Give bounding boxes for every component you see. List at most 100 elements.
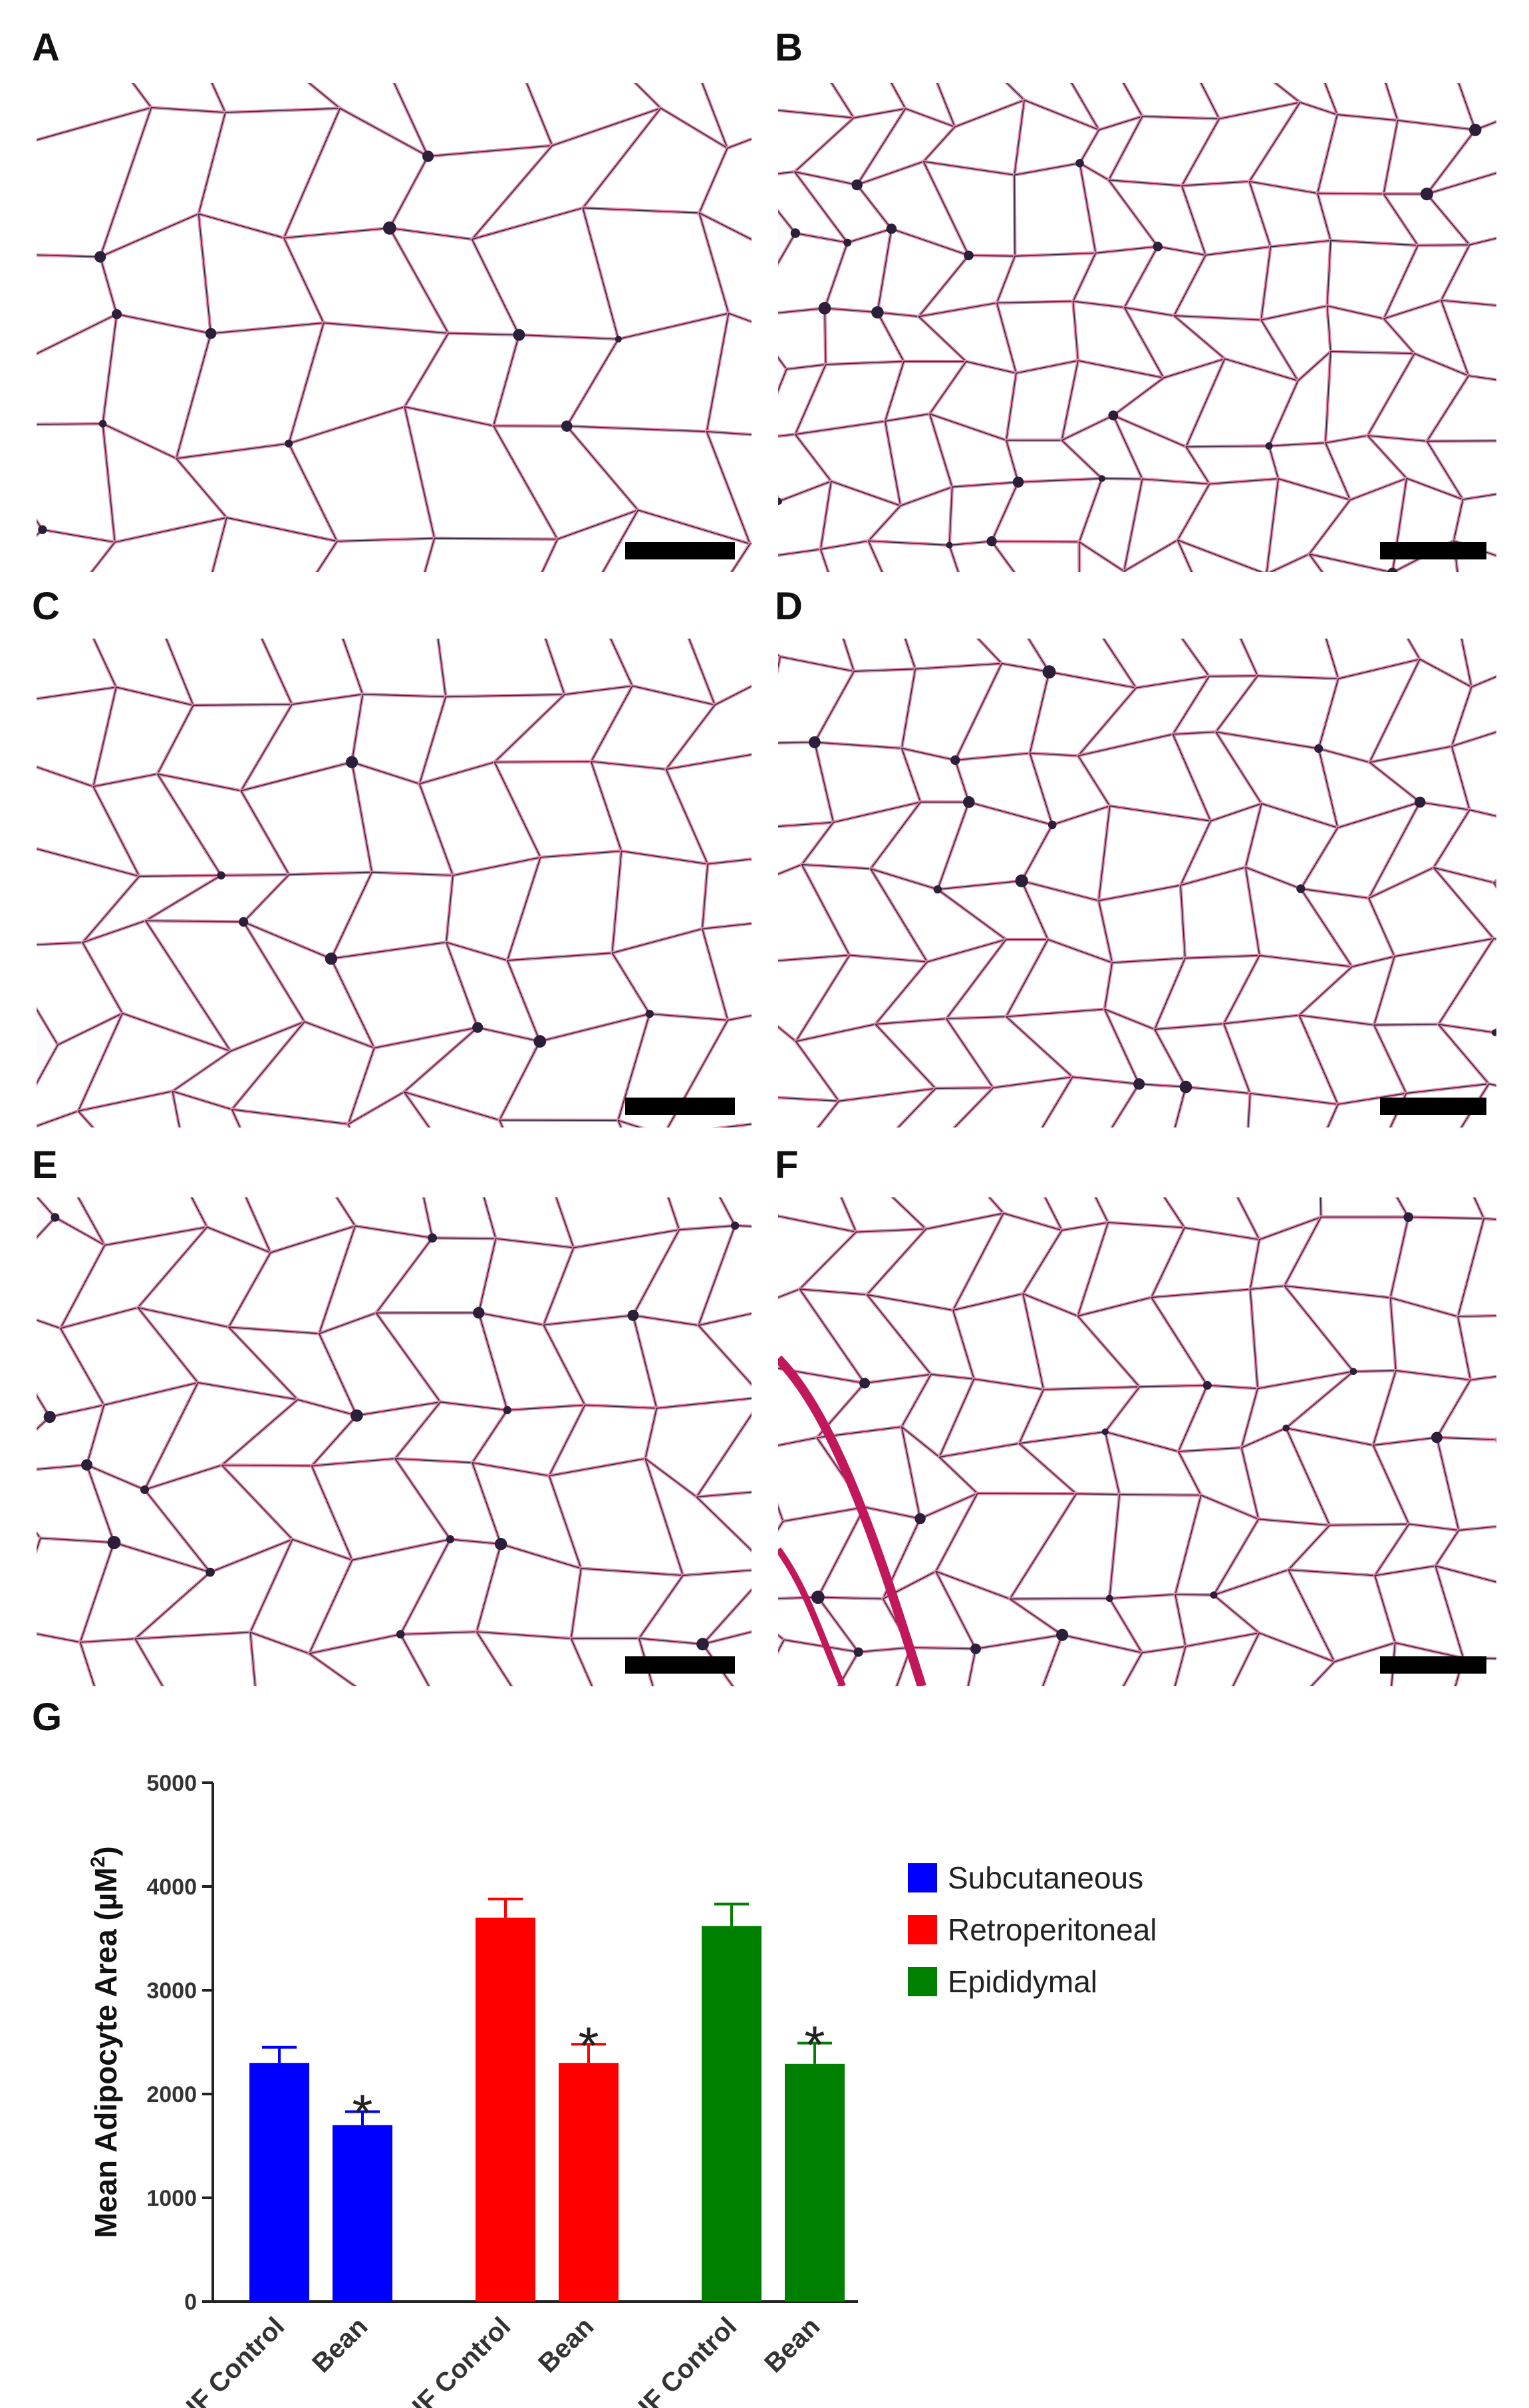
nucleus [950,755,960,765]
cell-membrane [778,1097,840,1128]
adipose-cells [37,83,752,572]
scale-bar-f [1380,1656,1486,1674]
cell-membrane [316,537,436,572]
cell-membrane [424,537,559,572]
cell-membrane [696,1414,752,1498]
cell-membrane [837,1646,912,1686]
nucleus [1179,1080,1192,1094]
nucleus [422,150,434,162]
category-label: HF Control [172,2312,290,2408]
scale-bar-a [625,542,735,559]
cell-membrane-pink [436,639,567,698]
cell-membrane [688,639,752,706]
nucleus [1403,1212,1413,1223]
micrograph-d-image [778,639,1496,1128]
y-tick-label: 3000 [146,1978,197,2004]
micrograph-f [778,1197,1496,1686]
scale-bar-d [1380,1098,1486,1115]
y-axis-label-text: Mean Adipocyte Area (µM [88,1867,123,2238]
nucleus [914,1513,926,1525]
nucleus [345,756,358,768]
micrograph-e [37,1197,752,1686]
cell-membrane [1042,1634,1143,1686]
panel-label-b: B [775,26,803,69]
cell-membrane [1269,553,1323,572]
cell-membrane [1441,299,1496,380]
cell-membrane [403,1091,503,1128]
nucleus [112,309,122,319]
cell-membrane [1436,1437,1496,1531]
micrograph-e-image [37,1197,752,1686]
cell-membrane [134,1631,256,1686]
cell-membrane [90,517,227,572]
nucleus [446,1535,455,1544]
nucleus [1296,884,1306,893]
nucleus [1098,475,1105,482]
y-tick-label: 0 [184,2290,197,2315]
bar [559,2063,619,2302]
nucleus [808,736,821,748]
nucleus [730,1221,740,1230]
nucleus [886,224,897,234]
adipocyte-area-chart: 0 1000 2000 3000 4000 5000 Mean Adipocyte Area… [0,1690,1529,2408]
y-axis-label-sup: 2 [87,1857,109,1868]
nucleus [513,329,525,341]
nucleus [696,1638,709,1651]
nucleus [533,1035,547,1048]
y-tick-label: 5000 [146,1771,197,1796]
cell-membrane [1177,478,1279,572]
cell-membrane [1438,1024,1496,1086]
panel-label-g: G [32,1696,63,1739]
nucleus [1202,1381,1212,1390]
adipose-cells [778,1197,1496,1686]
nucleus [38,525,47,534]
cell-membrane [1426,121,1496,195]
legend-swatch [908,1915,937,1944]
nucleus [51,1213,60,1222]
cell-membrane [820,540,883,572]
nucleus [1282,1424,1290,1432]
cell-membrane [79,1638,164,1686]
nucleus [140,1485,150,1495]
bar [702,1926,762,2302]
nucleus [80,1459,93,1471]
nucleus [1012,476,1024,488]
cell-membrane [602,510,751,572]
nucleus [964,250,974,261]
cell-membrane [698,1312,752,1386]
cell-membrane [1441,237,1496,307]
cell-membrane [867,540,959,572]
category-label: Bean [533,2312,599,2378]
bar-chart-svg: 0 1000 2000 3000 4000 5000 Mean Adipocyte Area… [87,1771,1157,2408]
cell-membrane [696,1491,752,1551]
scale-bar-e [625,1656,735,1674]
cell-membrane [541,510,639,572]
nucleus [851,179,863,191]
bar [785,2063,845,2302]
cell-membrane [665,754,752,865]
legend-swatch [908,1967,937,1996]
nucleus [1314,744,1323,753]
nucleus [818,301,831,315]
bar [333,2125,392,2302]
cell-membrane [698,138,752,240]
category-label: Bean [759,2312,825,2378]
y-axis-label: Mean Adipocyte Area (µM2) [87,1846,123,2238]
nucleus [871,306,884,319]
panel-label-d: D [775,585,803,628]
cell-membrane-pink [1319,1197,1411,1219]
cell-membrane [1232,1632,1335,1686]
cell-membrane [702,83,752,149]
cell-membrane [698,212,752,323]
cell-membrane [1460,639,1496,688]
nucleus [206,1567,215,1577]
cell-membrane [1389,1083,1490,1128]
scale-bar-c [625,1098,735,1115]
nucleus [1431,1431,1443,1443]
micrograph-c-image [37,639,752,1128]
nucleus [472,1022,484,1033]
cell-membrane [1078,541,1125,572]
cell-membrane [77,1090,180,1128]
cell-membrane [1435,1565,1496,1660]
cell-membrane [37,1110,94,1128]
